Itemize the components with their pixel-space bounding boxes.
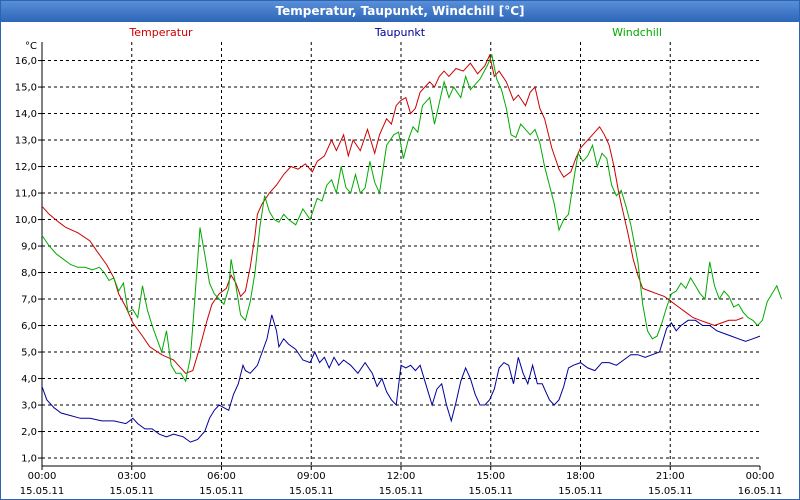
x-tick-time: 12:00 [387,471,416,482]
y-tick-label: 4,0 [21,374,37,385]
x-tick-labels: 00:00 15.05.11 03:00 15.05.11 06:00 15.05.11 0… [20,471,783,497]
legend-windchill: Windchill [612,26,662,39]
x-tick-date: 15.05.11 [109,486,154,497]
y-tick-label: 8,0 [21,268,37,279]
x-tick-date: 15.05.11 [468,486,513,497]
y-tick-label: 14,0 [15,109,37,120]
x-tick-time: 18:00 [566,471,595,482]
series-lines [41,53,782,443]
y-tick-label: 13,0 [15,136,37,147]
y-axis-label: °C [25,41,37,52]
y-tick-label: 5,0 [21,348,37,359]
x-tick-time: 06:00 [207,471,236,482]
x-tick-time: 21:00 [656,471,685,482]
y-tick-label: 15,0 [15,83,37,94]
series-line-temperatur [41,53,744,374]
y-tick-label: 12,0 [15,162,37,173]
x-tick-time: 03:00 [117,471,146,482]
x-tick-date: 15.05.11 [199,486,244,497]
x-tick-date: 15.05.11 [558,486,603,497]
y-tick-label: 2,0 [21,427,37,438]
x-tick-time: 09:00 [297,471,326,482]
y-tick-label: 7,0 [21,295,37,306]
x-tick-time: 00:00 [28,471,57,482]
y-tick-label: 16,0 [15,56,37,67]
x-tick-date: 15.05.11 [20,486,65,497]
y-tick-label: 10,0 [15,215,37,226]
x-tick-date: 15.05.11 [648,486,693,497]
y-tick-label: 9,0 [21,242,37,253]
y-tick-label: 3,0 [21,401,37,412]
legend-temperatur: Temperatur [128,26,193,39]
x-tick-time: 15:00 [476,471,505,482]
y-tick-labels: 1,0 2,0 3,0 4,0 5,0 6,0 7,0 8,0 9,0 10,0 11,0 12,0 1… [15,56,37,465]
x-tick-time: 00:00 [746,471,775,482]
x-tick-date: 15.05.11 [289,486,334,497]
window-title: Temperatur, Taupunkt, Windchill [°C] [1,1,799,22]
legend-taupunkt: Taupunkt [374,26,426,39]
legend: Temperatur Taupunkt Windchill [128,26,662,39]
series-line-taupunkt [41,314,761,443]
x-tick-date: 15.05.11 [379,486,424,497]
y-tick-label: 1,0 [21,454,37,465]
y-tick-label: 11,0 [15,189,37,200]
x-tick-date: 16.05.11 [738,486,783,497]
series-line-windchill [41,53,782,383]
gridlines [38,42,761,470]
y-tick-label: 6,0 [21,321,37,332]
